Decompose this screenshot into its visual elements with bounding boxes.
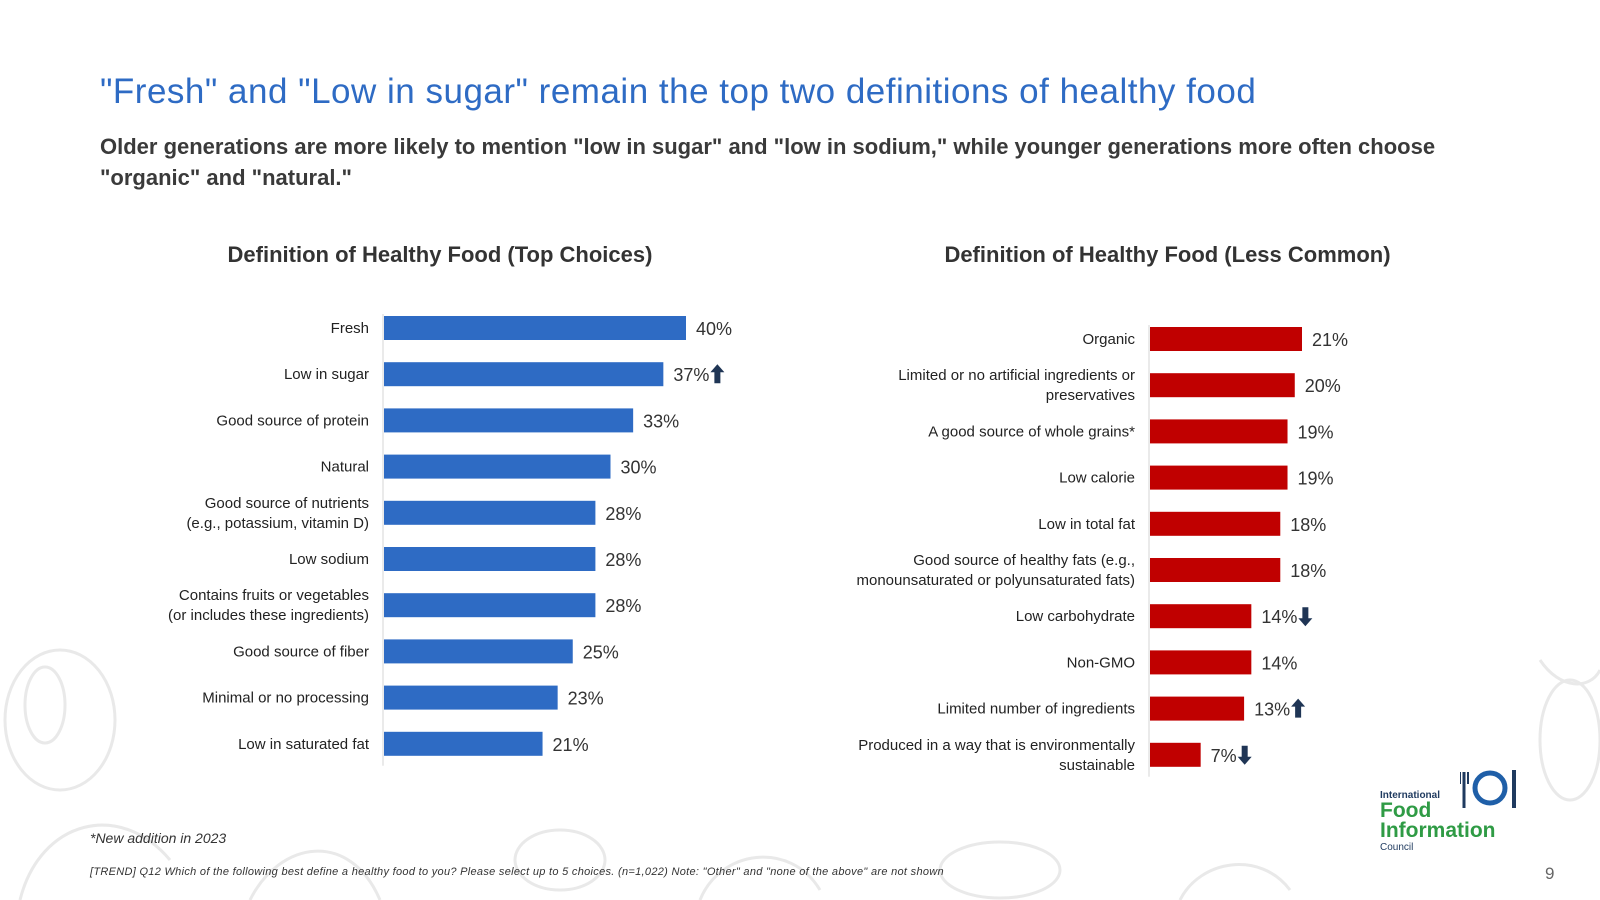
- bar: [384, 593, 596, 618]
- data-label: 28%: [605, 550, 641, 570]
- category-label: A good source of whole grains*: [928, 423, 1135, 440]
- data-label: 23%: [568, 689, 604, 709]
- category-label: Non-GMO: [1067, 654, 1135, 671]
- category-label: Low carbohydrate: [1016, 608, 1135, 625]
- footnote: *New addition in 2023: [90, 830, 227, 846]
- data-label: 18%: [1290, 561, 1326, 581]
- source-note: [TREND] Q12 Which of the following best …: [90, 866, 944, 878]
- data-label: 21%: [553, 735, 589, 755]
- data-label: 18%: [1290, 515, 1326, 535]
- logo-line-food: Food: [1380, 799, 1432, 822]
- category-label: Produced in a way that is environmentall…: [858, 737, 1135, 774]
- bar: [1150, 742, 1201, 767]
- category-label: Fresh: [331, 320, 369, 337]
- category-label: Limited or no artificial ingredients or p…: [898, 367, 1135, 404]
- category-label: Organic: [1082, 331, 1135, 348]
- data-label: 19%: [1298, 469, 1334, 489]
- data-label: 40%: [696, 319, 732, 339]
- bar: [384, 685, 558, 710]
- slide-title: "Fresh" and "Low in sugar" remain the to…: [100, 72, 1257, 111]
- data-label: 21%: [1312, 330, 1348, 350]
- bar-chart-top-choices: Fresh 40% Low in sugar 37% Good source of pr…: [168, 314, 732, 766]
- trend-up-arrow-icon: [710, 364, 725, 384]
- trend-up-arrow-icon: [1291, 698, 1306, 718]
- bar: [384, 639, 573, 664]
- category-label: Good source of healthy fats (e.g., monoun…: [856, 552, 1135, 589]
- trend-down-arrow-icon: [1237, 745, 1252, 765]
- bar: [384, 500, 596, 525]
- data-label: 14%: [1261, 653, 1297, 673]
- category-label: Natural: [321, 459, 369, 476]
- category-label: Good source of protein: [216, 412, 369, 429]
- data-label: 37%: [673, 365, 709, 385]
- bar: [1150, 327, 1302, 351]
- data-label: 28%: [605, 596, 641, 616]
- plate-fork-icon: [1460, 770, 1516, 808]
- ific-logo: International Food Information Council: [1380, 770, 1540, 868]
- category-label: Good source of fiber: [233, 643, 369, 660]
- category-label: Low in saturated fat: [238, 736, 370, 753]
- category-label: Low in total fat: [1038, 516, 1136, 533]
- bar: [1150, 419, 1288, 444]
- data-label: 7%: [1211, 746, 1237, 766]
- bar: [1150, 511, 1281, 536]
- page-number: 9: [1545, 864, 1555, 883]
- category-label: Low sodium: [289, 551, 369, 568]
- bar: [1150, 373, 1295, 398]
- data-label: 14%: [1261, 607, 1297, 627]
- bar: [1150, 604, 1252, 629]
- chart-title-less-common: Definition of Healthy Food (Less Common): [944, 242, 1391, 267]
- logo-line-information: Information: [1380, 819, 1496, 842]
- data-label: 19%: [1298, 422, 1334, 442]
- logo-line-international: International: [1380, 790, 1441, 801]
- slide-subtitle: Older generations are more likely to men…: [100, 134, 1436, 190]
- bar: [1150, 465, 1288, 490]
- chart-title-top-choices: Definition of Healthy Food (Top Choices): [227, 242, 653, 267]
- bar: [384, 408, 634, 433]
- bar: [1150, 696, 1245, 721]
- data-label: 13%: [1254, 700, 1290, 720]
- bar: [384, 547, 596, 571]
- category-label: Good source of nutrients (e.g., potassium…: [186, 495, 369, 532]
- bar-chart-less-common: Organic 21% Limited or no artificial ingre…: [856, 325, 1348, 777]
- category-label: Limited number of ingredients: [937, 701, 1135, 718]
- data-label: 25%: [583, 642, 619, 662]
- data-label: 33%: [643, 411, 679, 431]
- bar: [384, 731, 543, 756]
- data-label: 30%: [621, 458, 657, 478]
- bar: [1150, 650, 1252, 675]
- bar: [384, 362, 664, 387]
- category-label: Minimal or no processing: [202, 690, 369, 707]
- category-label: Low in sugar: [284, 366, 369, 383]
- data-label: 28%: [605, 504, 641, 524]
- category-label: Low calorie: [1059, 470, 1135, 487]
- category-label: Contains fruits or vegetables (or include…: [168, 587, 369, 624]
- data-label: 20%: [1305, 376, 1341, 396]
- bar: [384, 454, 611, 479]
- trend-down-arrow-icon: [1298, 607, 1313, 627]
- bar: [1150, 558, 1281, 582]
- logo-line-council: Council: [1380, 842, 1414, 853]
- bar: [384, 316, 686, 340]
